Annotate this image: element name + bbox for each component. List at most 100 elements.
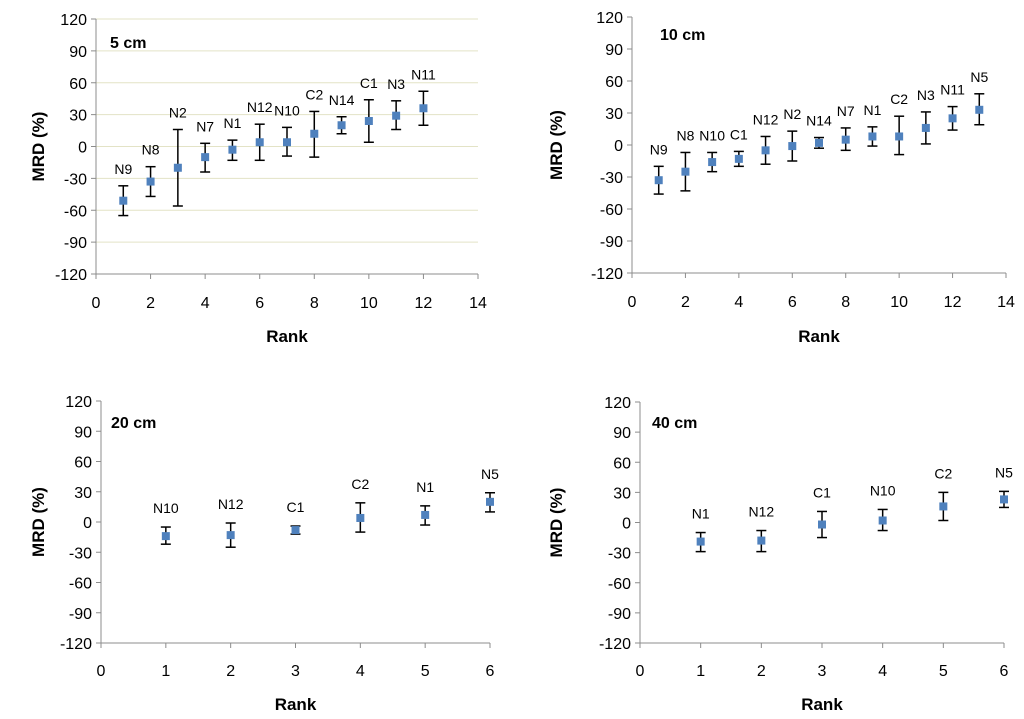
point-label: N1 bbox=[692, 506, 710, 522]
data-point bbox=[681, 167, 690, 176]
data-point bbox=[975, 105, 984, 114]
data-point bbox=[878, 516, 887, 525]
y-tick-label: 60 bbox=[69, 76, 87, 93]
x-tick-label: 14 bbox=[997, 294, 1015, 311]
chart-panel-4: -120 -90 -60 -30 0 30 60 90 120 0 1 2 3 4 5 6 Rank MRD (%… bbox=[547, 395, 1013, 714]
x-tick-label: 5 bbox=[421, 663, 430, 680]
x-tick-label: 3 bbox=[291, 663, 300, 680]
data-point bbox=[291, 526, 300, 535]
point-label: N14 bbox=[806, 113, 832, 129]
data-point bbox=[757, 536, 766, 545]
x-tick-label: 2 bbox=[146, 295, 155, 312]
point-label: N12 bbox=[247, 99, 273, 115]
data-point bbox=[761, 146, 770, 155]
data-point bbox=[201, 153, 210, 162]
point-label: C2 bbox=[351, 476, 369, 492]
y-tick-label: -30 bbox=[600, 170, 623, 187]
x-tick-label: 4 bbox=[734, 294, 743, 311]
x-tick-label: 14 bbox=[469, 295, 487, 312]
point-label: N1 bbox=[863, 102, 881, 118]
x-tick-label: 4 bbox=[356, 663, 365, 680]
y-tick-label: -120 bbox=[55, 267, 87, 284]
point-label: N5 bbox=[995, 464, 1013, 480]
y-tick-label: -60 bbox=[600, 202, 623, 219]
x-tick-label: 2 bbox=[681, 294, 690, 311]
point-label: C1 bbox=[360, 75, 378, 91]
y-tick-label: 120 bbox=[596, 10, 623, 27]
y-tick-label: 60 bbox=[605, 74, 623, 91]
point-label: C2 bbox=[305, 86, 323, 102]
data-point bbox=[310, 129, 319, 138]
y-tick-label: 90 bbox=[69, 44, 87, 61]
x-tick-label: 6 bbox=[486, 663, 495, 680]
x-tick-label: 5 bbox=[939, 663, 948, 680]
data-point bbox=[868, 132, 877, 141]
y-tick-label: -30 bbox=[64, 171, 87, 188]
y-axis-title: MRD (%) bbox=[29, 487, 48, 557]
x-tick-label: 12 bbox=[415, 295, 433, 312]
y-tick-label: 30 bbox=[613, 485, 631, 502]
point-label: N10 bbox=[274, 102, 300, 118]
point-label: N2 bbox=[783, 106, 801, 122]
data-point bbox=[708, 158, 717, 167]
x-tick-label: 12 bbox=[944, 294, 962, 311]
point-label: N1 bbox=[416, 479, 434, 495]
x-tick-label: 3 bbox=[818, 663, 827, 680]
data-point bbox=[818, 520, 826, 529]
x-tick-label: 4 bbox=[878, 663, 887, 680]
point-label: C2 bbox=[890, 91, 908, 107]
point-label: N10 bbox=[699, 127, 725, 143]
panel-title: 5 cm bbox=[110, 35, 146, 52]
point-label: C1 bbox=[730, 126, 748, 142]
y-tick-label: -60 bbox=[608, 576, 631, 593]
x-tick-label: 0 bbox=[628, 294, 637, 311]
y-tick-label: 90 bbox=[74, 424, 92, 441]
x-tick-label: 10 bbox=[890, 294, 908, 311]
data-point bbox=[1000, 495, 1008, 504]
y-tick-label: -30 bbox=[608, 546, 631, 563]
point-label: N7 bbox=[196, 118, 214, 134]
data-point bbox=[173, 163, 182, 172]
y-axis-title: MRD (%) bbox=[547, 110, 566, 180]
point-label: N10 bbox=[870, 482, 896, 498]
data-point bbox=[283, 138, 291, 147]
x-tick-label: 6 bbox=[255, 295, 264, 312]
y-tick-label: -120 bbox=[591, 266, 623, 283]
x-tick-label: 1 bbox=[696, 663, 705, 680]
data-point bbox=[392, 111, 401, 120]
data-point bbox=[939, 502, 948, 511]
y-tick-label: 30 bbox=[69, 108, 87, 125]
data-point bbox=[895, 132, 904, 141]
data-point bbox=[841, 135, 850, 144]
point-label: N11 bbox=[940, 82, 965, 98]
data-point bbox=[119, 196, 128, 205]
y-tick-label: 30 bbox=[74, 485, 92, 502]
data-point bbox=[948, 114, 957, 123]
y-tick-label: 0 bbox=[83, 515, 92, 532]
x-tick-label: 8 bbox=[310, 295, 319, 312]
y-tick-label: -90 bbox=[608, 606, 631, 623]
x-axis-title: Rank bbox=[798, 327, 840, 346]
data-point bbox=[921, 123, 930, 132]
x-tick-label: 1 bbox=[161, 663, 170, 680]
data-point bbox=[255, 138, 264, 147]
x-axis-title: Rank bbox=[275, 695, 317, 714]
x-axis-title: Rank bbox=[266, 327, 308, 346]
data-point bbox=[734, 154, 743, 163]
chart-panel-1: -120 -90 -60 -30 0 30 60 90 120 0 2 4 6 8 10 12 14 Rank MR… bbox=[29, 12, 487, 346]
x-tick-label: 8 bbox=[841, 294, 850, 311]
chart-panel-3: -120 -90 -60 -30 0 30 60 90 120 0 1 2 3 4 5 6 Rank MRD (%… bbox=[29, 394, 499, 714]
point-label: N8 bbox=[676, 127, 694, 143]
x-tick-label: 6 bbox=[1000, 663, 1009, 680]
x-tick-label: 6 bbox=[788, 294, 797, 311]
point-label: N12 bbox=[753, 111, 779, 127]
point-label: N5 bbox=[481, 466, 499, 482]
chart-panel-2: -120 -90 -60 -30 0 30 60 90 120 0 2 4 6 8 10 12 14 Rank MR… bbox=[547, 10, 1015, 346]
y-tick-label: -60 bbox=[69, 576, 92, 593]
y-tick-label: -90 bbox=[69, 606, 92, 623]
x-tick-label: 2 bbox=[226, 663, 235, 680]
y-tick-label: 90 bbox=[613, 425, 631, 442]
y-axis-title: MRD (%) bbox=[547, 488, 566, 558]
y-tick-label: 0 bbox=[614, 138, 623, 155]
